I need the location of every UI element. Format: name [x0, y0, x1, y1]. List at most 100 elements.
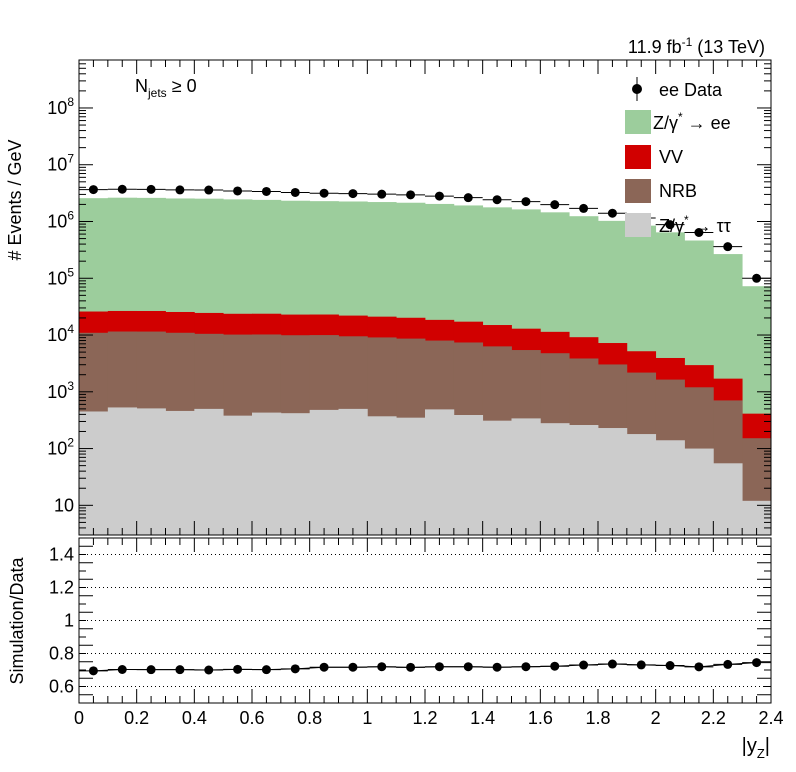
- ratio-y-tick-label-0: 0.6: [49, 677, 74, 697]
- bar-z-1: [107, 407, 138, 535]
- legend-vv-swatch: [625, 145, 651, 169]
- lumi-energy: (13 TeV): [692, 37, 765, 57]
- top-y-axis-label: # Events / GeV: [5, 139, 25, 260]
- ratio-point-21: [694, 662, 704, 672]
- bar-z-17: [569, 425, 599, 535]
- ratio-point-14: [492, 662, 502, 672]
- bar-z-7: [280, 413, 311, 535]
- legend: ee Data Z/γ* → ee VV NRB Z/γ* → ττ: [625, 77, 731, 237]
- ratio-point-20: [665, 661, 675, 671]
- data-point-10: [377, 189, 387, 199]
- x-tick-label-10: 2: [651, 708, 661, 728]
- ratio-points: [79, 658, 771, 676]
- ratio-point-3: [175, 665, 185, 675]
- bar-z-15: [511, 418, 541, 535]
- ratio-point-10: [377, 662, 387, 672]
- y-tick-label-6: 107: [47, 152, 74, 175]
- data-point-3: [175, 185, 185, 195]
- bar-z-19: [626, 434, 657, 535]
- x-tick-label-12: 2.4: [758, 708, 783, 728]
- ratio-y-tick-label-2: 1: [64, 611, 74, 631]
- data-point-16: [550, 200, 560, 210]
- ratio-point-23: [752, 658, 762, 668]
- data-point-1: [117, 184, 127, 194]
- bar-z-22: [713, 463, 743, 535]
- bar-z-11: [396, 417, 426, 535]
- selection-rest: ≥ 0: [167, 76, 197, 96]
- x-tick-label-2: 0.4: [182, 708, 207, 728]
- bar-z-3: [165, 410, 195, 535]
- bar-z-0: [79, 411, 109, 535]
- x-axis-ticks: 0 0.2 0.4 0.6 0.8 1 1.2 1.4 1.6 1.8 2 2.2 2.4: [74, 538, 784, 728]
- ratio-point-17: [579, 660, 589, 670]
- ratio-point-8: [319, 662, 329, 672]
- legend-data-marker: [632, 84, 642, 94]
- data-point-11: [406, 190, 416, 200]
- x-axis-label-end: |: [765, 735, 770, 757]
- x-tick-label-9: 1.8: [585, 708, 610, 728]
- x-axis-label-main: |y: [742, 735, 757, 757]
- x-tick-label-7: 1.4: [470, 708, 495, 728]
- bar-z-2: [136, 408, 166, 535]
- data-point-17: [579, 203, 589, 213]
- y-tick-label-7: 108: [47, 95, 74, 118]
- bar-z-4: [194, 408, 224, 535]
- bar-z-20: [655, 440, 685, 535]
- x-tick-label-3: 0.6: [239, 708, 264, 728]
- stack-bars: [79, 197, 772, 536]
- data-point-12: [434, 191, 444, 201]
- data-point-2: [146, 184, 156, 194]
- y-tick-label-4: 105: [47, 265, 74, 288]
- y-tick-label-2: 103: [47, 379, 74, 402]
- x-tick-label-0: 0: [74, 708, 84, 728]
- data-point-22: [723, 242, 733, 252]
- bar-z-8: [309, 409, 339, 535]
- selection-label: Njets ≥ 0: [135, 76, 197, 100]
- legend-ztautau-label: Z/γ* → ττ: [659, 213, 731, 236]
- legend-zee-swatch: [625, 110, 651, 134]
- bar-z-10: [367, 416, 397, 535]
- ratio-point-15: [521, 662, 531, 672]
- x-axis-label: |yZ|: [742, 735, 770, 761]
- ratio-y-tick-label-1: 0.8: [49, 644, 74, 664]
- data-point-0: [88, 185, 98, 195]
- y-tick-label-3: 104: [47, 322, 74, 345]
- x-tick-label-5: 1: [362, 708, 372, 728]
- ratio-point-6: [261, 665, 271, 675]
- bar-z-18: [598, 428, 628, 535]
- data-points: [79, 184, 771, 283]
- legend-entry-zee: Z/γ* → ee: [625, 110, 731, 134]
- ratio-panel: 0.6 0.8 1 1.2 1.4 Simulation/Data 0 0.2 0.4 0.6…: [7, 537, 784, 761]
- ratio-point-0: [88, 666, 98, 676]
- ratio-point-1: [117, 665, 127, 675]
- bar-z-12: [425, 409, 455, 535]
- bar-z-16: [540, 423, 570, 535]
- ratio-gridlines: [79, 554, 771, 687]
- ratio-point-7: [290, 664, 300, 674]
- legend-nrb-label: NRB: [659, 181, 697, 201]
- lumi-value: 11.9 fb: [628, 37, 682, 57]
- y-tick-label-1: 102: [47, 436, 74, 459]
- legend-zee-label: Z/γ* → ee: [653, 110, 731, 133]
- x-tick-label-8: 1.6: [528, 708, 553, 728]
- ratio-point-2: [146, 665, 156, 675]
- data-point-21: [694, 228, 704, 238]
- x-tick-label-11: 2.2: [701, 708, 726, 728]
- bar-z-6: [252, 412, 282, 535]
- ratio-point-9: [348, 662, 358, 672]
- legend-data-label: ee Data: [659, 80, 723, 100]
- x-tick-label-4: 0.8: [297, 708, 322, 728]
- ratio-y-tick-label-4: 1.4: [49, 545, 74, 565]
- x-axis-label-sub: Z: [757, 746, 765, 761]
- data-point-4: [204, 185, 214, 195]
- ratio-y-axis-label: Simulation/Data: [7, 556, 27, 684]
- ratio-point-22: [723, 659, 733, 669]
- legend-entry-data: ee Data: [632, 77, 723, 101]
- ratio-point-5: [233, 664, 243, 674]
- ratio-axis-ticks: 0.6 0.8 1 1.2 1.4: [49, 537, 771, 704]
- lumi-label: 11.9 fb-1 (13 TeV): [628, 35, 765, 57]
- legend-ztautau-swatch: [625, 213, 651, 237]
- lumi-exponent: -1: [682, 35, 693, 49]
- ratio-point-4: [204, 665, 214, 675]
